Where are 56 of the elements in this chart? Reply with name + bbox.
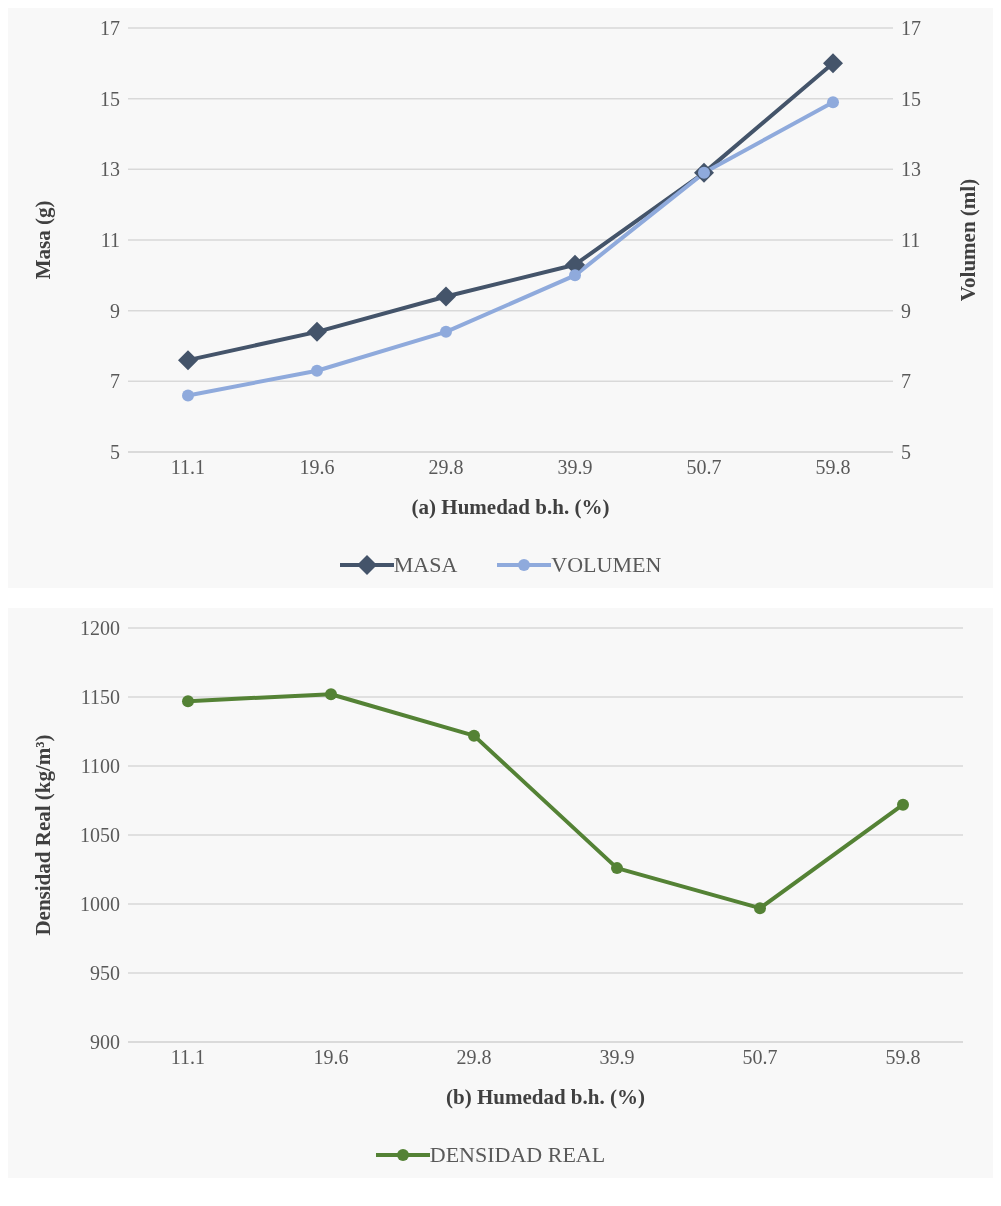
point [325, 688, 337, 701]
y-tick-label: 900 [90, 1031, 120, 1054]
y2-tick-label: 17 [901, 17, 921, 40]
y-tick-label: 15 [100, 87, 120, 110]
point [440, 325, 452, 338]
x-tick-label: 59.8 [815, 456, 851, 479]
point [311, 364, 323, 377]
point [182, 389, 194, 402]
x-tick-label: 50.7 [686, 456, 722, 479]
x-tick-label: 19.6 [313, 1046, 349, 1069]
y-tick-label: 5 [110, 441, 120, 464]
point [468, 729, 480, 742]
legend-label: VOLUMEN [551, 552, 662, 578]
y-tick-label: 1050 [80, 824, 120, 847]
point [178, 350, 198, 371]
x-tick-label: 59.8 [885, 1046, 921, 1069]
y-tick-label: 7 [110, 370, 120, 393]
point [611, 862, 623, 875]
y-tick-label: 11 [100, 229, 120, 252]
y2-tick-label: 9 [901, 299, 911, 322]
point [897, 798, 909, 811]
x-axis-title: (a) Humedad b.h. (%) [411, 495, 610, 519]
point [436, 286, 456, 307]
y-tick-label: 9 [110, 299, 120, 322]
x-tick-label: 29.8 [456, 1046, 492, 1069]
x-axis-title: (b) Humedad b.h. (%) [446, 1085, 645, 1109]
point [307, 321, 327, 342]
x-tick-label: 11.1 [170, 456, 206, 479]
legend-label: MASA [393, 552, 458, 578]
point [569, 269, 581, 282]
point [827, 96, 839, 109]
y2-axis-title: Volumen (ml) [956, 178, 981, 302]
point [823, 53, 843, 74]
y-tick-label: 13 [100, 158, 120, 181]
y2-tick-label: 11 [901, 229, 921, 252]
y2-tick-label: 7 [901, 370, 911, 393]
y-tick-label: 17 [100, 17, 120, 40]
point [754, 902, 766, 915]
y-axis-title: Densidad Real (kg/m³) [31, 734, 56, 936]
y-tick-label: 1200 [80, 617, 120, 640]
point [182, 695, 194, 708]
x-tick-label: 11.1 [170, 1046, 206, 1069]
y-tick-label: 1100 [80, 755, 120, 778]
x-tick-label: 39.9 [557, 456, 593, 479]
x-tick-label: 19.6 [299, 456, 335, 479]
x-tick-label: 29.8 [428, 456, 464, 479]
x-tick-label: 50.7 [742, 1046, 778, 1069]
y-tick-label: 1000 [80, 893, 120, 916]
y-tick-label: 1150 [80, 686, 120, 709]
y-axis-title: Masa (g) [31, 200, 56, 280]
y2-tick-label: 15 [901, 87, 921, 110]
x-tick-label: 39.9 [599, 1046, 635, 1069]
y2-tick-label: 13 [901, 158, 921, 181]
y-tick-label: 950 [90, 962, 120, 985]
y2-tick-label: 5 [901, 441, 911, 464]
legend-label: DENSIDAD REAL [429, 1142, 606, 1168]
